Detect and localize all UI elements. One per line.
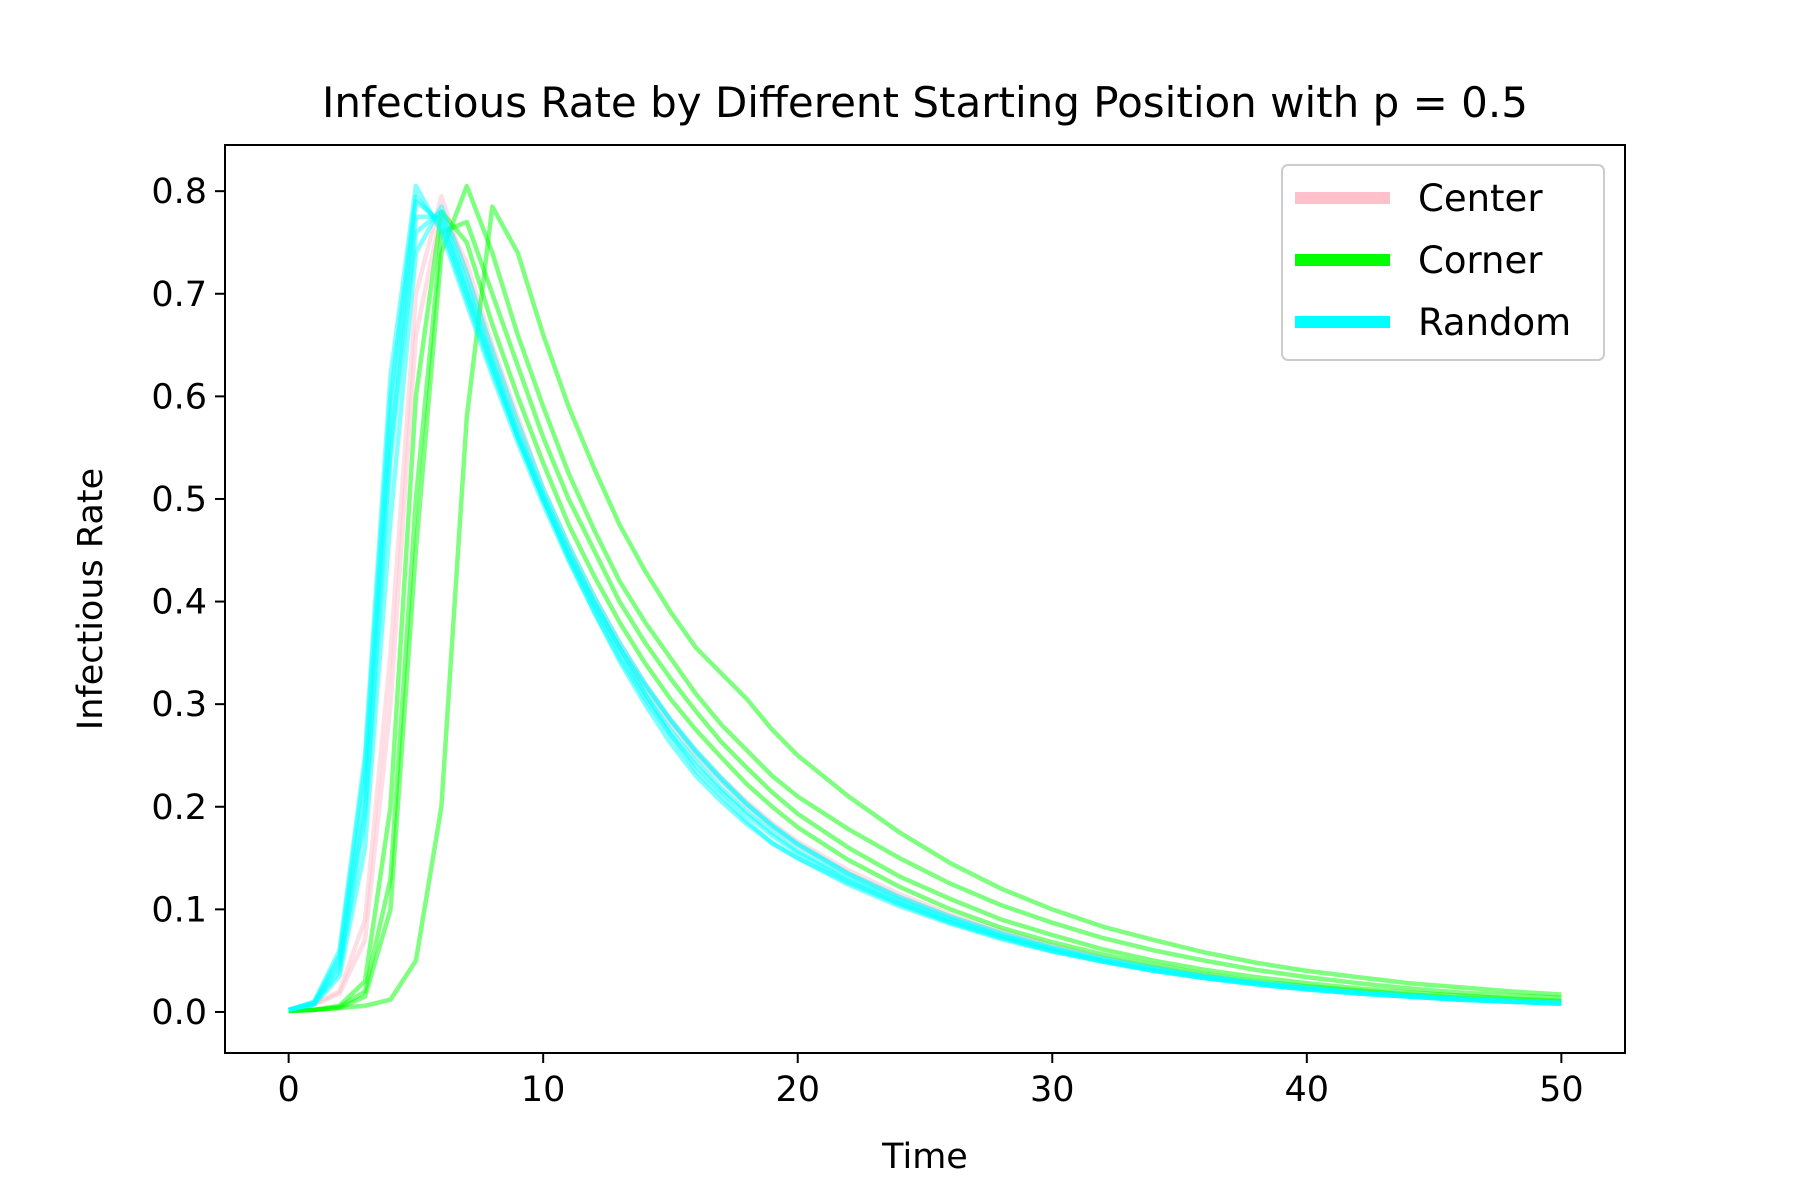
x-tick-label: 50: [1539, 1070, 1584, 1110]
legend-label-corner: Corner: [1418, 239, 1543, 282]
x-tick-label: 20: [775, 1070, 820, 1110]
y-tick-label: 0.5: [151, 480, 207, 520]
y-tick-label: 0.4: [151, 583, 207, 623]
plot-frame: [224, 144, 1626, 1054]
series-layer: [287, 183, 1562, 1014]
random-run-6: [288, 214, 1562, 1013]
y-tick-label: 0.0: [151, 993, 207, 1033]
y-axis-label: Infectious Rate: [71, 468, 111, 730]
y-tick-label: 0.2: [151, 788, 207, 828]
corner-run-2: [288, 183, 1562, 1014]
legend-label-random: Random: [1418, 301, 1571, 344]
y-axis: 0.0 0.1 0.2 0.3 0.4 0.5 0.6 0.7 0.8: [151, 172, 225, 1033]
chart-title: Infectious Rate by Different Starting Po…: [322, 78, 1528, 127]
y-tick-label: 0.8: [151, 172, 207, 212]
corner-run-4: [288, 219, 1562, 1014]
x-axis: 0 10 20 30 40 50: [277, 1053, 1584, 1110]
y-tick-label: 0.3: [151, 685, 207, 725]
y-tick-label: 0.6: [151, 377, 207, 417]
y-tick-label: 0.1: [151, 890, 207, 930]
x-tick-label: 30: [1030, 1070, 1075, 1110]
x-tick-label: 40: [1285, 1070, 1330, 1110]
x-tick-label: 10: [521, 1070, 566, 1110]
legend-frame: [1281, 164, 1605, 361]
x-tick-label: 0: [277, 1070, 299, 1110]
legend-label-center: Center: [1418, 177, 1543, 220]
corner-run-1: [288, 204, 1562, 1014]
x-axis-label: Time: [881, 1137, 968, 1177]
legend: Center Corner Random: [1281, 164, 1605, 361]
y-tick-label: 0.7: [151, 275, 207, 315]
